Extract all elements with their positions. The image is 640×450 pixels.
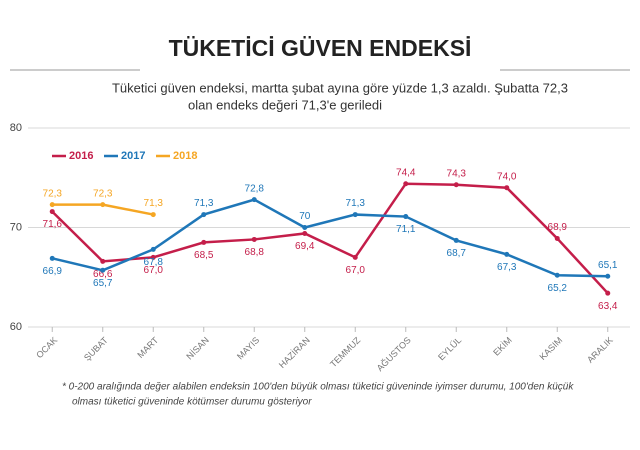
legend-label: 2016 (69, 150, 93, 162)
point (49, 255, 55, 261)
data-label: 71,6 (43, 219, 63, 230)
data-label: 66,6 (93, 269, 113, 280)
y-tick-label: 80 (10, 122, 22, 134)
data-label: 74,3 (447, 168, 467, 179)
data-label: 65,2 (548, 283, 568, 294)
point (453, 237, 459, 243)
point (49, 202, 55, 208)
data-label: 68,9 (548, 222, 568, 233)
point (504, 185, 510, 191)
data-label: 69,4 (295, 241, 315, 252)
data-label: 67,3 (497, 262, 517, 273)
x-tick-label: MAYIS (235, 335, 261, 361)
data-label: 68,7 (447, 248, 467, 259)
point (100, 258, 106, 264)
data-label: 71,3 (144, 198, 164, 209)
point (554, 272, 560, 278)
x-tick-label: MART (135, 335, 160, 360)
data-label: 72,3 (43, 188, 63, 199)
data-label: 67,0 (144, 265, 164, 276)
x-tick-label: ARALIK (585, 335, 615, 365)
data-label: 71,3 (346, 198, 366, 209)
y-tick-label: 60 (10, 321, 22, 333)
data-label: 68,5 (194, 250, 214, 261)
x-tick-label: KASIM (537, 335, 564, 362)
x-tick-label: TEMMUZ (328, 335, 363, 370)
point (403, 181, 409, 187)
legend-label: 2018 (173, 150, 197, 162)
x-tick-label: OCAK (34, 335, 59, 360)
point (302, 230, 308, 236)
point (150, 212, 156, 218)
data-label: 63,4 (598, 301, 618, 312)
point (100, 202, 106, 208)
series-line (51, 198, 608, 278)
data-label: 72,3 (93, 188, 113, 199)
x-tick-label: HAZİRAN (277, 335, 312, 370)
series-line (51, 182, 609, 295)
subtitle: olan endeks değeri 71,3'e geriledi (188, 97, 382, 112)
point (453, 182, 459, 188)
footnote: * 0-200 aralığında değer alabilen endeks… (62, 382, 574, 393)
y-tick-label: 70 (10, 221, 22, 233)
point (554, 235, 560, 241)
footnote: olması tüketici güveninde kötümser durum… (72, 397, 312, 408)
data-label: 67,0 (346, 265, 366, 276)
x-tick-label: NİSAN (184, 335, 211, 362)
point (150, 254, 156, 260)
legend-label: 2017 (121, 150, 145, 162)
data-label: 68,8 (245, 247, 265, 258)
point (605, 273, 611, 279)
x-tick-label: ŞUBAT (82, 335, 110, 363)
data-label: 70 (299, 211, 311, 222)
data-label: 65,7 (93, 278, 113, 289)
point (49, 209, 55, 215)
x-tick-label: EKİM (491, 335, 514, 358)
data-label: 74,0 (497, 171, 517, 182)
point (605, 290, 611, 296)
data-label: 71,3 (194, 198, 214, 209)
point (352, 212, 358, 218)
data-label: 66,9 (43, 266, 63, 277)
point (251, 197, 257, 203)
point (100, 267, 106, 273)
point (352, 254, 358, 260)
data-label: 67,8 (144, 257, 164, 268)
subtitle: Tüketici güven endeksi, martta şubat ayı… (112, 80, 568, 95)
data-label: 74,4 (396, 167, 416, 178)
point (201, 239, 207, 245)
data-label: 72,8 (245, 183, 265, 194)
chart-title: TÜKETİCİ GÜVEN ENDEKSİ (169, 35, 472, 61)
point (302, 225, 308, 230)
point (403, 214, 409, 220)
point (201, 212, 207, 218)
point (504, 251, 510, 257)
point (251, 236, 257, 242)
data-label: 71,1 (396, 224, 416, 235)
x-tick-label: AĞUSTOS (375, 335, 413, 373)
x-tick-label: EYLÜL (436, 335, 463, 362)
point (150, 246, 156, 252)
data-label: 65,1 (598, 260, 618, 271)
